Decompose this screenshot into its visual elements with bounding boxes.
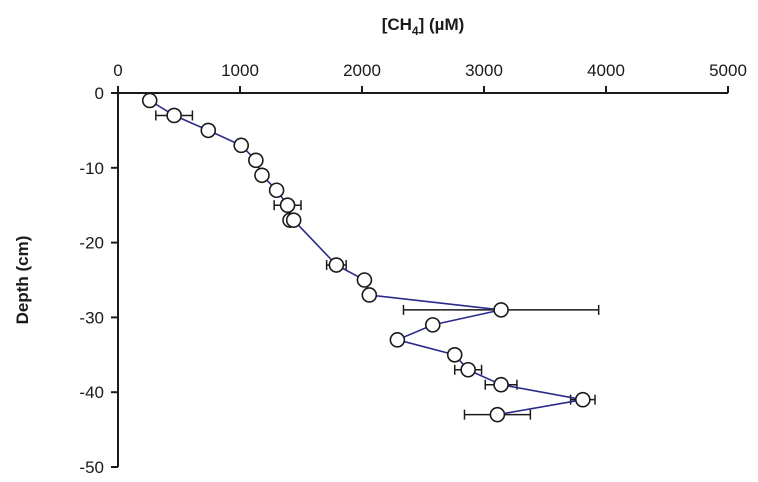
series-line xyxy=(149,99,583,416)
x-axis-title: [CH4] (µM) xyxy=(382,15,465,38)
data-point xyxy=(389,332,406,348)
data-point xyxy=(166,107,182,124)
x-axis-title-post: ] (µM) xyxy=(419,15,465,34)
data-point xyxy=(268,182,285,199)
y-tick-label: -10 xyxy=(79,159,104,178)
data-point xyxy=(493,302,509,318)
data-point xyxy=(493,376,509,393)
data-point xyxy=(489,406,506,423)
data-point xyxy=(446,346,463,363)
x-tick-label: 2000 xyxy=(343,61,381,80)
x-tick-label: 5000 xyxy=(709,61,747,80)
data-point xyxy=(424,317,441,333)
data-point xyxy=(285,212,302,228)
data-point xyxy=(141,92,158,109)
x-tick-label: 1000 xyxy=(221,61,259,80)
data-point xyxy=(248,152,264,169)
y-tick-label: -30 xyxy=(79,308,104,327)
y-tick-label: 0 xyxy=(95,84,104,103)
data-point xyxy=(356,272,373,288)
data-point xyxy=(233,137,250,154)
data-point xyxy=(460,361,476,378)
y-tick-label: -50 xyxy=(79,458,104,477)
y-tick-label: -20 xyxy=(79,234,104,253)
x-tick-label: 3000 xyxy=(465,61,503,80)
x-axis-title-pre: [CH xyxy=(382,15,412,34)
y-axis-title: Depth (cm) xyxy=(13,236,32,325)
y-tick-label: -40 xyxy=(79,383,104,402)
data-point xyxy=(361,287,378,303)
data-point xyxy=(200,122,217,139)
data-point xyxy=(279,197,296,213)
data-point xyxy=(575,391,591,408)
x-tick-label: 0 xyxy=(113,61,122,80)
x-tick-label: 4000 xyxy=(587,61,625,80)
data-point xyxy=(254,167,270,184)
x-axis-title-sub: 4 xyxy=(412,24,419,38)
data-point xyxy=(328,257,345,273)
